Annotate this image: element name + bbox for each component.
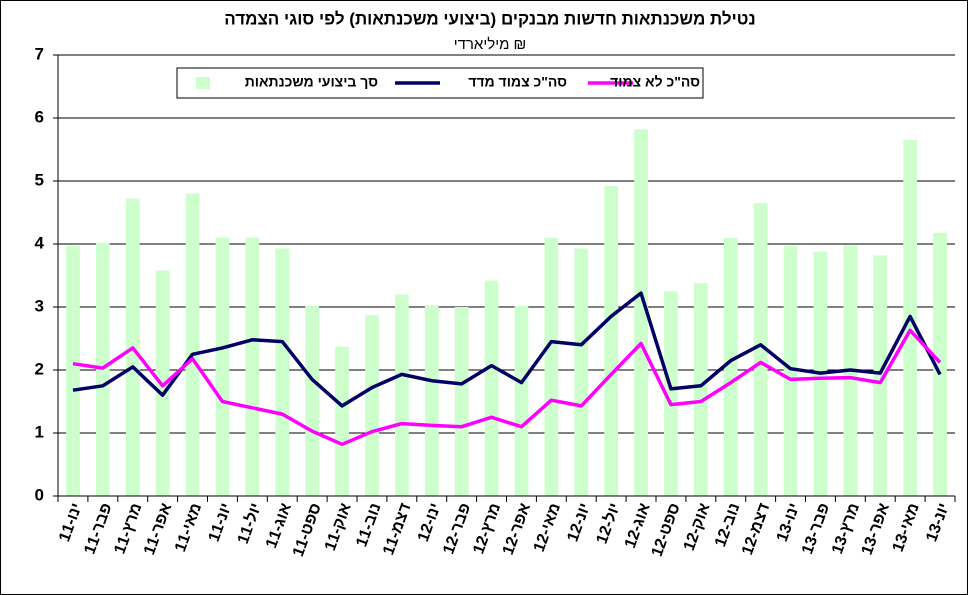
bar — [664, 291, 678, 496]
bar — [753, 203, 768, 497]
bar — [604, 186, 619, 497]
legend-label: סך ביצועי משכנתאות — [245, 74, 378, 90]
y-tick-label: 0 — [35, 485, 44, 504]
bar — [514, 305, 529, 496]
bar — [335, 346, 349, 496]
chart-subtitle: מיליארדי ₪ — [454, 36, 527, 53]
chart-title: נטילת משכנתאות חדשות מבנקים (ביצועי משכנ… — [224, 9, 756, 28]
line-series — [72, 291, 942, 408]
bar — [305, 305, 320, 496]
bar — [245, 237, 260, 496]
legend-swatch — [196, 77, 210, 89]
bar — [574, 248, 589, 496]
bar — [185, 193, 200, 496]
bar — [66, 245, 80, 496]
bar — [933, 232, 947, 496]
bar — [873, 255, 888, 496]
bar — [634, 129, 648, 496]
y-tick-label: 3 — [35, 296, 44, 315]
bar — [394, 294, 409, 496]
bar — [424, 305, 439, 496]
y-tick-label: 2 — [35, 359, 44, 378]
bar — [275, 248, 290, 496]
legend-label: סה"כ לא צמוד — [610, 74, 700, 90]
bar — [723, 237, 738, 496]
bar — [454, 307, 469, 496]
legend-label: סה"כ צמוד מדד — [468, 74, 567, 90]
y-tick-label: 6 — [35, 107, 44, 126]
bar — [365, 315, 379, 496]
y-tick-label: 5 — [35, 170, 44, 189]
bar — [544, 237, 559, 496]
bar — [484, 280, 499, 496]
y-tick-label: 4 — [35, 233, 45, 252]
line-series — [72, 328, 942, 447]
legend: סך ביצועי משכנתאות סה"כ צמוד מדד סה"כ לא צ… — [176, 67, 704, 99]
bar — [215, 237, 230, 496]
y-tick-label: 1 — [35, 422, 44, 441]
y-tick-label: 7 — [35, 44, 44, 63]
bar — [783, 245, 798, 496]
bar — [693, 283, 708, 496]
